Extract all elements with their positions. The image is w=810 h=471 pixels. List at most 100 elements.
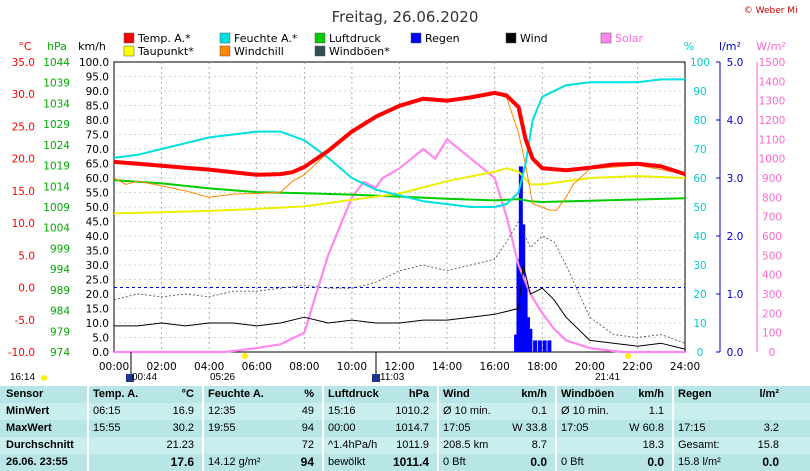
axis-tick-solar: 500: [762, 250, 782, 262]
axis-tick-humidity: 30: [693, 260, 706, 272]
table-value: 94: [300, 455, 314, 469]
column-separator: [672, 437, 674, 454]
rain-bar: [537, 340, 542, 352]
moonset-label: 11:03: [380, 372, 405, 383]
x-tick-label: 18:00: [527, 361, 557, 373]
column-separator: [672, 386, 674, 403]
column-separator: [322, 454, 324, 471]
rain-bar: [523, 282, 528, 352]
column-separator: [322, 437, 324, 454]
axis-ticks: 35.0 30.0 25.0 20.0 15.0 10.0 5.0 0.0 -5.0 -10.0 1…: [8, 57, 786, 359]
table-value: [678, 403, 779, 420]
table-cell: Windböen: [561, 388, 615, 400]
table-row: Durchschnitt 21.23 72 ^1.4hPa/h 1011.9 208.5 …: [0, 437, 810, 454]
sunset-label: 21:41: [595, 372, 621, 383]
legend-swatch: [123, 45, 135, 57]
table-cell: 06:15: [93, 405, 121, 417]
x-axis-labels: 00:00 02:00 04:00 06:00 08:00 10:00 12:00 14:00…: [99, 361, 700, 373]
table-value: 16.9: [172, 405, 194, 417]
column-separator: [437, 386, 439, 403]
x-tick-label: 04:00: [194, 361, 224, 373]
axis-tick-pressure: 979: [50, 326, 70, 338]
axis-tick-solar: 300: [762, 289, 782, 301]
legend-swatch: [123, 32, 135, 44]
table-cell: 0 Bft: [561, 456, 584, 468]
legend-label: Windböen*: [329, 45, 390, 58]
table-cell: 17:05: [443, 422, 471, 434]
axis-tick-pressure: 989: [50, 285, 70, 297]
column-separator: [555, 403, 557, 420]
axis-tick-rain: 2.0: [727, 231, 744, 243]
column-separator: [555, 437, 557, 454]
axis-tick-temp_c: -5.0: [15, 315, 36, 327]
column-separator: [87, 386, 89, 403]
column-separator: [202, 420, 204, 437]
table-cell: Regen: [678, 388, 712, 400]
axis-title-humidity: %: [684, 40, 694, 53]
axis-title-pressure: hPa: [47, 40, 67, 53]
series-line-luftdruck: [113, 179, 686, 203]
table-value: 0.0: [530, 455, 547, 469]
row-label: Sensor: [6, 388, 44, 400]
axis-tick-temp_c: 0.0: [18, 283, 35, 295]
legend-label: Luftdruck: [329, 32, 381, 45]
column-separator: [202, 403, 204, 420]
axis-tick-solar: 1200: [759, 115, 786, 127]
axis-tick-pressure: 1044: [43, 57, 70, 69]
axis-tick-wind_kmh: 95.0: [86, 72, 109, 84]
table-cell: 17:15: [678, 422, 706, 434]
column-separator: [87, 403, 89, 420]
series-line-feuchte-a-: [113, 78, 685, 208]
axis-tick-pressure: 974: [50, 347, 70, 359]
table-value: W 60.8: [629, 422, 664, 434]
axis-tick-humidity: 100: [690, 57, 710, 69]
axis-tick-rain: 4.0: [727, 115, 744, 127]
axis-tick-temp_c: 25.0: [12, 121, 35, 133]
table-value: 1014.7: [395, 422, 429, 434]
sun-marker: [625, 353, 631, 359]
axis-tick-solar: 900: [762, 173, 782, 185]
legend-label: Regen: [425, 32, 460, 45]
column-separator: [202, 437, 204, 454]
table-cell: 19:55: [208, 422, 236, 434]
legend-label: Feuchte A.*: [234, 32, 298, 45]
table-value: W 33.8: [512, 422, 547, 434]
moon-marker: [126, 374, 134, 382]
axis-tick-solar: 1300: [759, 96, 786, 108]
table-value: 8.7: [531, 439, 547, 451]
axis-tick-wind_kmh: 75.0: [86, 130, 109, 142]
axis-tick-wind_kmh: 15.0: [86, 304, 109, 316]
table-value: 17.6: [170, 455, 194, 469]
table-cell: 17:05: [561, 422, 589, 434]
legend-label: Windchill: [234, 45, 284, 58]
legend-label: Solar: [615, 32, 644, 45]
table-cell: Luftdruck: [328, 388, 379, 400]
axis-tick-pressure: 1039: [43, 78, 70, 90]
column-separator: [437, 437, 439, 454]
legend-label: Wind: [520, 32, 548, 45]
x-tick-label: 06:00: [242, 361, 272, 373]
axis-tick-pressure: 1034: [43, 98, 70, 110]
column-separator: [322, 420, 324, 437]
sun-marker: [41, 375, 47, 381]
axis-tick-pressure: 994: [50, 264, 70, 276]
axis-tick-wind_kmh: 50.0: [86, 202, 109, 214]
table-value: km/h: [638, 388, 664, 400]
axis-title-solar: W/m²: [756, 40, 786, 53]
series-lines: [113, 78, 686, 354]
axis-tick-temp_c: 35.0: [12, 57, 35, 69]
axis-tick-temp_c: -10.0: [8, 347, 35, 359]
stats-table: Sensor Temp. A. °C Feuchte A.% Luftdruck hPa W…: [0, 384, 810, 471]
axis-tick-rain: 5.0: [727, 57, 744, 69]
table-value: 1010.2: [395, 405, 429, 417]
column-separator: [555, 420, 557, 437]
axis-tick-pressure: 1019: [43, 161, 70, 173]
axis-tick-rain: 1.0: [727, 289, 744, 301]
axis-tick-wind_kmh: 20.0: [86, 289, 109, 301]
axis-tick-temp_c: 10.0: [12, 218, 35, 230]
column-separator: [437, 403, 439, 420]
axis-tick-solar: 1400: [759, 76, 786, 88]
column-separator: [437, 420, 439, 437]
table-value: 21.23: [166, 439, 194, 451]
rain-bar: [533, 340, 538, 352]
